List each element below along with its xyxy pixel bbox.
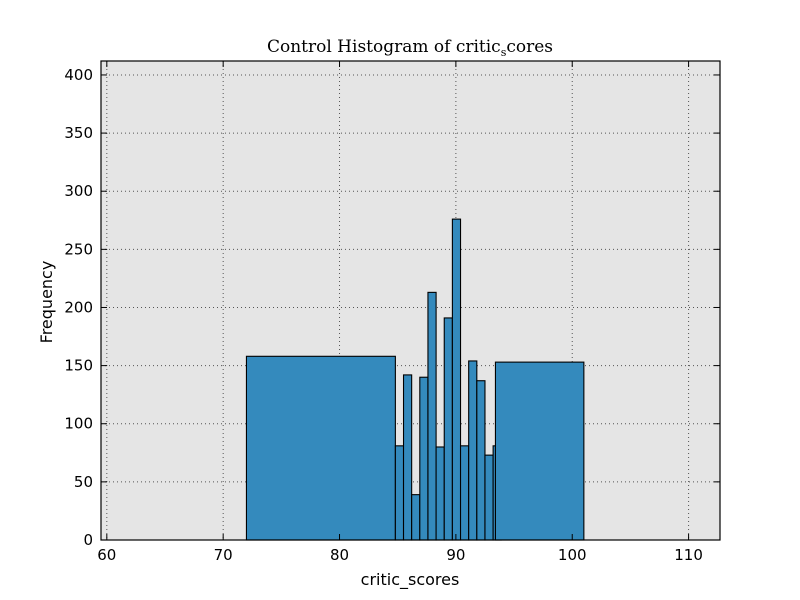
y-tick-label: 350 — [64, 124, 93, 142]
histogram-bar — [402, 374, 413, 541]
x-tick-label: 100 — [558, 546, 587, 564]
y-axis-label: Frequency — [37, 261, 56, 344]
y-tick-label: 50 — [74, 473, 93, 491]
x-tick-label: 90 — [446, 546, 465, 564]
histogram-bars — [245, 218, 585, 541]
y-tick-label: 250 — [64, 240, 93, 258]
histogram-bar — [394, 445, 405, 541]
histogram-bar — [468, 360, 478, 541]
histogram-bar — [476, 380, 486, 541]
axis-ticks: 60 70 80 90 100 110 0 50 100 150 200 250 300 350 400 — [64, 61, 720, 564]
histogram-bar — [435, 446, 445, 541]
histogram-bar — [411, 494, 421, 541]
histogram-bar — [419, 376, 429, 541]
histogram-bar — [484, 454, 494, 541]
chart-title: Control Histogram of criticscores — [267, 37, 553, 59]
histogram-bar — [494, 361, 585, 541]
x-tick-label: 80 — [330, 546, 349, 564]
x-tick-label: 60 — [97, 546, 116, 564]
y-tick-label: 0 — [83, 531, 93, 549]
histogram-bar — [459, 445, 470, 541]
x-tick-label: 70 — [214, 546, 233, 564]
histogram-bar — [451, 218, 462, 541]
plot-frame — [100, 60, 721, 541]
y-tick-label: 150 — [64, 357, 93, 375]
y-tick-label: 100 — [64, 415, 93, 433]
y-tick-label: 200 — [64, 298, 93, 316]
histogram-bar — [245, 355, 396, 541]
histogram-bar — [427, 291, 437, 541]
x-tick-label: 110 — [674, 546, 703, 564]
y-tick-label: 300 — [64, 182, 93, 200]
y-tick-label: 400 — [64, 66, 93, 84]
x-axis-label: critic_scores — [361, 570, 460, 590]
histogram-bar — [443, 317, 453, 541]
